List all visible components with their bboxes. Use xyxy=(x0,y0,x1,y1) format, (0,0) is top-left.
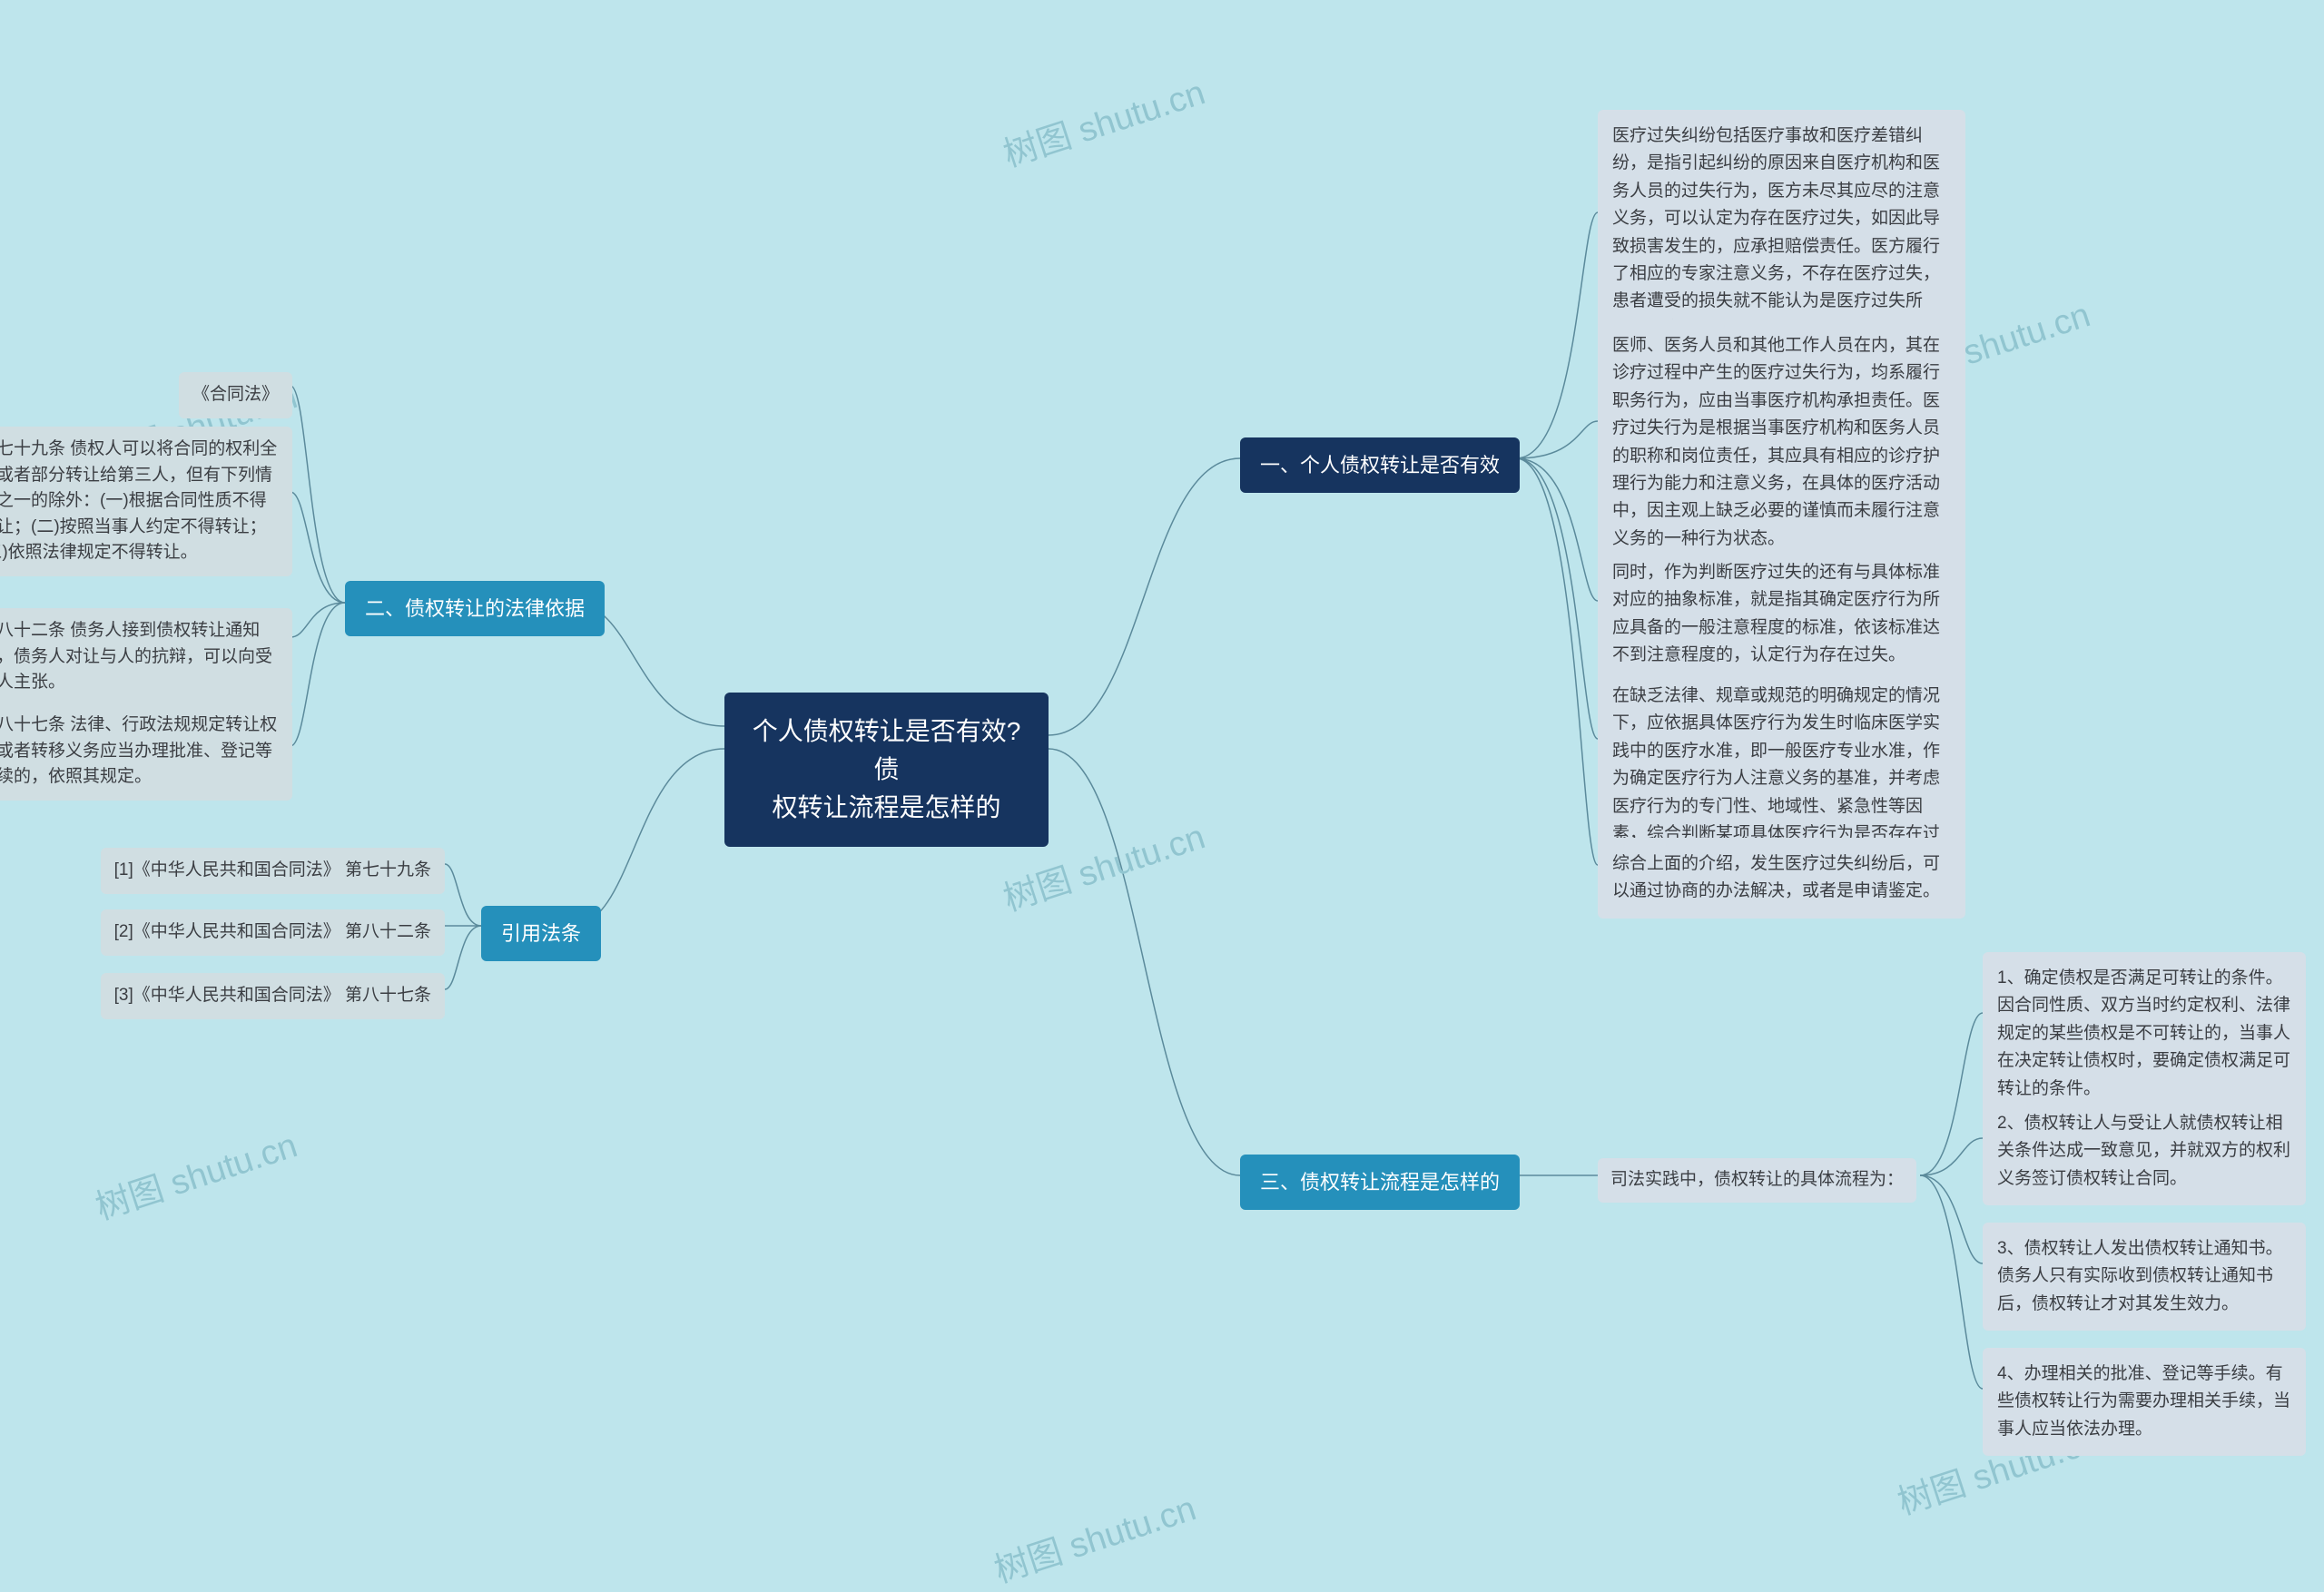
root-line2: 权转让流程是怎样的 xyxy=(772,793,1000,821)
branch-3-label: 三、债权转让流程是怎样的 xyxy=(1260,1171,1500,1194)
root-line1: 个人债权转让是否有效?债 xyxy=(753,717,1021,783)
branch-1[interactable]: 一、个人债权转让是否有效 xyxy=(1240,437,1520,493)
connector-lines xyxy=(0,0,2324,1542)
b2-leaf-2: 第七十九条 债权人可以将合同的权利全部或者部分转让给第三人，但有下列情形之一的除… xyxy=(0,427,292,576)
branch-1-label: 一、个人债权转让是否有效 xyxy=(1260,454,1500,477)
b1-leaf-3: 同时，作为判断医疗过失的还有与具体标准对应的抽象标准，就是指其确定医疗行为所应具… xyxy=(1598,546,1965,683)
b3-leaf-1: 1、确定债权是否满足可转让的条件。因合同性质、双方当时约定权利、法律规定的某些债… xyxy=(1983,952,2306,1115)
b2-leaf-3: 第八十二条 债务人接到债权转让通知后，债务人对让与人的抗辩，可以向受让人主张。 xyxy=(0,608,292,706)
root-node[interactable]: 个人债权转让是否有效?债 权转让流程是怎样的 xyxy=(724,693,1049,847)
b1-leaf-5: 综合上面的介绍，发生医疗过失纠纷后，可以通过协商的办法解决，或者是申请鉴定。 xyxy=(1598,838,1965,919)
b4-leaf-3: [3]《中华人民共和国合同法》 第八十七条 xyxy=(101,973,445,1019)
b1-leaf-2: 医师、医务人员和其他工作人员在内，其在诊疗过程中产生的医疗过失行为，均系履行职务… xyxy=(1598,319,1965,565)
watermark: 树图 shutu.cn xyxy=(987,1480,1201,1592)
b3-leaf-2: 2、债权转让人与受让人就债权转让相关条件达成一致意见，并就双方的权利义务签订债权… xyxy=(1983,1097,2306,1205)
branch-3[interactable]: 三、债权转让流程是怎样的 xyxy=(1240,1155,1520,1210)
branch-2[interactable]: 二、债权转让的法律依据 xyxy=(345,581,605,636)
watermark: 树图 shutu.cn xyxy=(996,64,1210,176)
watermark: 树图 shutu.cn xyxy=(88,1117,302,1229)
branch-4-label: 引用法条 xyxy=(501,922,581,945)
b2-leaf-1: 《合同法》 xyxy=(179,372,292,418)
branch-2-label: 二、债权转让的法律依据 xyxy=(365,597,585,620)
b4-leaf-2: [2]《中华人民共和国合同法》 第八十二条 xyxy=(101,909,445,956)
b4-leaf-1: [1]《中华人民共和国合同法》 第七十九条 xyxy=(101,848,445,894)
b3-leaf-4: 4、办理相关的批准、登记等手续。有些债权转让行为需要办理相关手续，当事人应当依法… xyxy=(1983,1348,2306,1456)
branch-4[interactable]: 引用法条 xyxy=(481,906,601,961)
b3-mid: 司法实践中，债权转让的具体流程为： xyxy=(1598,1158,1916,1203)
b3-leaf-3: 3、债权转让人发出债权转让通知书。债务人只有实际收到债权转让通知书后，债权转让才… xyxy=(1983,1223,2306,1331)
b2-leaf-4: 第八十七条 法律、行政法规规定转让权利或者转移义务应当办理批准、登记等手续的，依… xyxy=(0,703,292,801)
